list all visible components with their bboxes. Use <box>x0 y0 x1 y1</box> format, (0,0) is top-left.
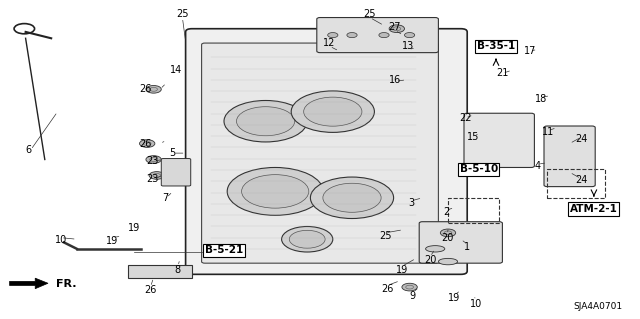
Text: 7: 7 <box>162 193 168 203</box>
Text: 10: 10 <box>54 235 67 245</box>
Text: 19: 19 <box>448 293 461 303</box>
Text: ATM-2-1: ATM-2-1 <box>570 204 618 214</box>
Text: 20: 20 <box>441 233 454 243</box>
Text: 16: 16 <box>389 75 402 85</box>
Circle shape <box>282 226 333 252</box>
Text: 10: 10 <box>470 299 483 309</box>
Circle shape <box>146 85 161 93</box>
FancyBboxPatch shape <box>186 29 467 274</box>
Text: 8: 8 <box>175 264 181 275</box>
Circle shape <box>347 33 357 38</box>
Text: 6: 6 <box>26 145 32 155</box>
Text: 19: 19 <box>128 223 141 233</box>
Circle shape <box>310 177 394 219</box>
Text: 27: 27 <box>388 22 401 32</box>
Text: 26: 26 <box>381 284 394 294</box>
Circle shape <box>146 156 161 163</box>
Text: B-5-21: B-5-21 <box>205 245 243 256</box>
FancyBboxPatch shape <box>464 113 534 167</box>
Text: 26: 26 <box>144 285 157 295</box>
Circle shape <box>379 33 389 38</box>
Circle shape <box>440 229 456 237</box>
Circle shape <box>149 172 164 179</box>
Text: 23: 23 <box>146 156 159 166</box>
FancyBboxPatch shape <box>161 159 191 186</box>
Circle shape <box>236 107 294 136</box>
Text: 2: 2 <box>443 207 449 217</box>
FancyBboxPatch shape <box>419 222 502 263</box>
Text: 18: 18 <box>534 94 547 104</box>
Text: 21: 21 <box>496 68 509 78</box>
Text: FR.: FR. <box>56 279 76 289</box>
Text: 17: 17 <box>524 46 536 56</box>
Bar <box>448 198 499 223</box>
Text: 20: 20 <box>424 255 436 265</box>
Text: 12: 12 <box>323 38 336 48</box>
Text: 5: 5 <box>170 148 176 158</box>
Circle shape <box>224 100 307 142</box>
Circle shape <box>291 91 374 132</box>
Text: B-35-1: B-35-1 <box>477 41 515 51</box>
Text: 4: 4 <box>534 161 541 171</box>
FancyBboxPatch shape <box>544 126 595 187</box>
Text: 25: 25 <box>364 9 376 19</box>
Text: 15: 15 <box>467 132 480 142</box>
Circle shape <box>242 175 309 208</box>
Circle shape <box>328 33 338 38</box>
Text: 24: 24 <box>575 134 588 144</box>
Text: 26: 26 <box>140 84 152 94</box>
Circle shape <box>389 25 404 33</box>
Circle shape <box>140 140 155 147</box>
Polygon shape <box>10 278 48 289</box>
Bar <box>128 265 192 278</box>
Text: 14: 14 <box>170 65 182 75</box>
Text: SJA4A0701: SJA4A0701 <box>574 302 623 311</box>
Text: 19: 19 <box>106 236 118 246</box>
FancyBboxPatch shape <box>317 18 438 53</box>
Text: 24: 24 <box>575 175 588 185</box>
Text: 25: 25 <box>379 231 392 241</box>
FancyBboxPatch shape <box>202 43 438 263</box>
Circle shape <box>404 33 415 38</box>
Text: 19: 19 <box>396 264 408 275</box>
Text: 9: 9 <box>410 291 416 301</box>
Circle shape <box>402 283 417 291</box>
Circle shape <box>289 230 325 248</box>
Ellipse shape <box>426 246 445 252</box>
Text: 11: 11 <box>541 127 554 137</box>
Bar <box>547 169 605 198</box>
Text: 3: 3 <box>408 197 414 208</box>
Circle shape <box>323 183 381 212</box>
Ellipse shape <box>438 258 458 265</box>
Text: 25: 25 <box>176 9 189 19</box>
Text: 1: 1 <box>464 242 470 252</box>
Circle shape <box>227 167 323 215</box>
Text: 23: 23 <box>146 174 159 184</box>
Text: 13: 13 <box>402 41 415 51</box>
Circle shape <box>304 97 362 126</box>
Text: B-5-10: B-5-10 <box>460 164 498 174</box>
Text: 26: 26 <box>140 138 152 149</box>
Text: 22: 22 <box>459 113 472 123</box>
